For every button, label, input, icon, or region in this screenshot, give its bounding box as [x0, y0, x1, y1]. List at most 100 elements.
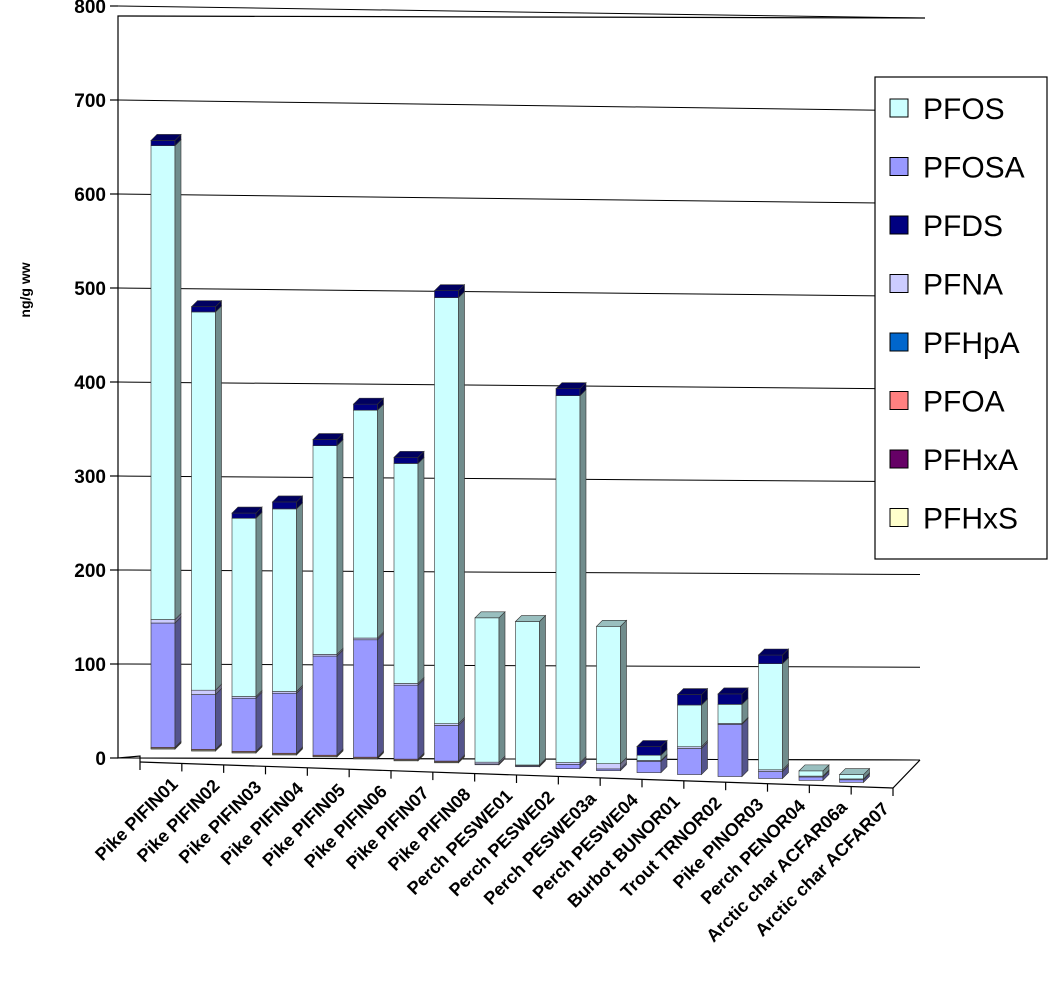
bar-top: [352, 397, 385, 405]
bar-side: [539, 614, 546, 766]
bar-face: [231, 512, 257, 519]
bar-face: [798, 776, 824, 781]
bar-pike-pifin07: [393, 450, 425, 762]
bar-face: [596, 626, 621, 764]
bar-perch-penor04: [757, 648, 790, 780]
bar-side: [741, 717, 749, 778]
bar-pike-pifin03: [231, 506, 263, 754]
x-axis-ticks: [139, 762, 894, 796]
bar-face: [555, 395, 581, 763]
legend: PFOS PFOSA PFDS PFNA PFHpA PFOA PFHxA PFHxS: [874, 76, 1048, 560]
bar-burbot-bunor01: [636, 739, 668, 774]
legend-item-pfhxs: PFHxS: [889, 503, 1018, 536]
legend-box: [874, 76, 1048, 560]
bar-side: [417, 678, 425, 760]
bar-top: [798, 764, 830, 772]
bar-pike-pinor03: [717, 687, 749, 778]
bar-pike-pifin06: [352, 397, 385, 760]
bar-pike-pifin01: [150, 133, 182, 750]
bar-segment-pfosa: [272, 686, 303, 754]
legend-swatch: [889, 449, 909, 469]
bar-arctic-char-acfar06a: [798, 764, 830, 782]
bar-side: [458, 290, 465, 725]
bar-segment-pfosa: [150, 616, 182, 749]
y-tick-label: 800: [74, 0, 106, 18]
legend-swatch: [889, 508, 909, 527]
y-tick-label: 600: [74, 185, 106, 206]
bar-face: [231, 517, 257, 697]
bar-segment-pfos: [191, 305, 222, 691]
bar-face: [191, 689, 216, 695]
bar-segment-pfosa: [312, 649, 344, 756]
bar-face: [191, 311, 216, 691]
bar-segment-pfos: [434, 290, 465, 725]
bar-segment-pfos: [272, 502, 303, 693]
bar-perch-peswe04: [595, 619, 628, 772]
bar-segment-pfos: [596, 619, 627, 765]
legend-swatch: [889, 157, 909, 176]
bar-pike-pifin08: [433, 283, 466, 764]
bar-arctic-char-acfar07: [838, 767, 871, 784]
gridline: [117, 193, 921, 204]
bar-top: [717, 687, 749, 695]
bar-segment-pfosa: [231, 691, 263, 753]
bar-face: [150, 145, 176, 620]
bar-face: [434, 725, 459, 762]
bar-face: [272, 692, 297, 754]
gridline: [117, 5, 921, 19]
legend-label: PFNA: [923, 269, 1003, 302]
legend-label: PFOA: [923, 386, 1005, 419]
bar-face: [272, 501, 297, 510]
bar-face: [191, 306, 216, 313]
bar-top: [757, 648, 790, 656]
bar-side: [255, 691, 263, 753]
bar-side: [336, 438, 344, 656]
bar-side: [620, 619, 627, 765]
legend-swatch: [889, 332, 909, 352]
bar-segment-pfos: [312, 438, 344, 656]
bar-segment-pfos: [474, 611, 506, 763]
y-tick-label: 0: [95, 749, 106, 770]
bar-face: [717, 704, 743, 724]
bar-side: [215, 687, 222, 751]
bar-face: [798, 770, 824, 777]
y-tick-label: 100: [74, 655, 106, 676]
legend-swatch: [889, 98, 909, 118]
y-tick-label: 700: [74, 91, 106, 112]
legend-item-pfhxa: PFHxA: [889, 444, 1018, 477]
bar-face: [717, 693, 743, 705]
bar-segment-pfosa: [393, 678, 425, 760]
legend-swatch: [889, 215, 909, 235]
bar-top: [595, 620, 628, 627]
bar-perch-peswe03a: [555, 381, 587, 770]
bar-face: [150, 140, 176, 146]
y-tick-label: 300: [74, 467, 106, 488]
bar-top: [231, 506, 263, 514]
legend-label: PFHpA: [923, 327, 1020, 360]
bar-top: [636, 740, 668, 747]
bar-segment-pfosa: [677, 741, 708, 776]
bar-side: [377, 403, 384, 639]
bar-face: [636, 761, 662, 773]
bar-face: [191, 694, 216, 750]
bar-face: [758, 663, 783, 771]
bar-face: [312, 445, 338, 655]
bar-side: [296, 502, 303, 693]
bar-segment-pfos: [231, 511, 263, 698]
bar-top: [838, 768, 871, 775]
bar-segment-pfosa: [717, 717, 749, 778]
bar-top: [150, 134, 182, 141]
bar-side: [336, 649, 344, 756]
bar-face: [758, 654, 783, 664]
bar-side: [296, 686, 303, 754]
legend-label: PFHxA: [923, 444, 1018, 477]
bar-side: [255, 511, 263, 698]
bar-side: [782, 656, 789, 771]
y-tick-label: 500: [74, 279, 106, 300]
bar-top: [190, 300, 223, 308]
bar-side: [701, 698, 708, 748]
bar-face: [677, 704, 702, 748]
legend-item-pfna: PFNA: [889, 269, 1003, 302]
gridline: [117, 475, 921, 483]
